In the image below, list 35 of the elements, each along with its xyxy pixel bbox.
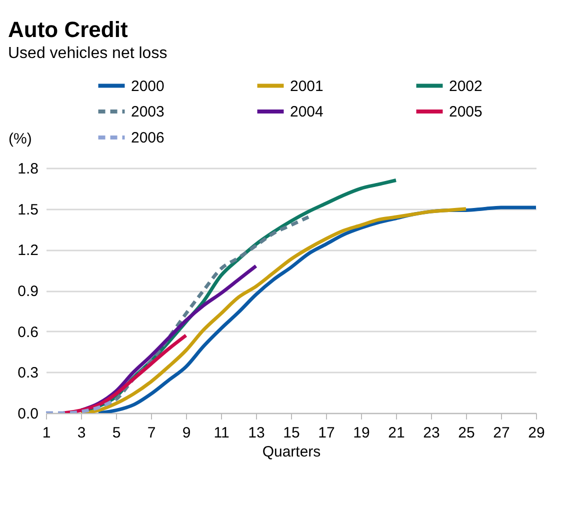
x-tick-label: 13 — [248, 424, 265, 442]
legend-label: 2004 — [290, 104, 324, 120]
line-series — [46, 398, 118, 413]
x-tick-label: 3 — [77, 424, 86, 442]
legend-label: 2002 — [449, 78, 482, 95]
legend-label: 2005 — [449, 104, 482, 120]
chart-title: Auto Credit — [8, 17, 128, 42]
x-tick-label: 21 — [388, 424, 405, 442]
legend-label: 2000 — [131, 78, 164, 95]
legend-label: 2003 — [131, 104, 164, 120]
x-tick-label: 5 — [112, 424, 121, 442]
y-tick-label: 1.8 — [18, 160, 38, 178]
y-tick-label: 0.6 — [18, 324, 38, 341]
x-tick-label: 9 — [182, 424, 191, 442]
x-tick-label: 25 — [458, 424, 475, 442]
y-tick-label: 0.0 — [18, 406, 38, 422]
y-axis-title: (%) — [8, 130, 32, 148]
y-tick-label: 0.9 — [18, 283, 38, 300]
legend-label: 2001 — [290, 78, 324, 95]
x-tick-label: 29 — [528, 424, 545, 442]
x-tick-label: 11 — [214, 424, 230, 442]
legend-label: 2006 — [131, 130, 164, 146]
x-tick-label: 27 — [493, 424, 510, 442]
y-tick-label: 0.3 — [18, 364, 38, 382]
line-series — [79, 207, 468, 413]
x-tick-label: 1 — [42, 424, 51, 442]
chart-subtitle: Used vehicles net loss — [8, 45, 168, 62]
x-axis-title: Quarters — [262, 444, 321, 460]
x-tick-label: 17 — [318, 424, 335, 442]
x-tick-label: 19 — [353, 424, 370, 442]
x-tick-label: 15 — [283, 424, 300, 442]
y-tick-label: 1.5 — [18, 201, 38, 218]
x-tick-label: 23 — [423, 424, 440, 442]
y-tick-label: 1.2 — [18, 242, 38, 260]
x-tick-label: 7 — [147, 424, 156, 442]
